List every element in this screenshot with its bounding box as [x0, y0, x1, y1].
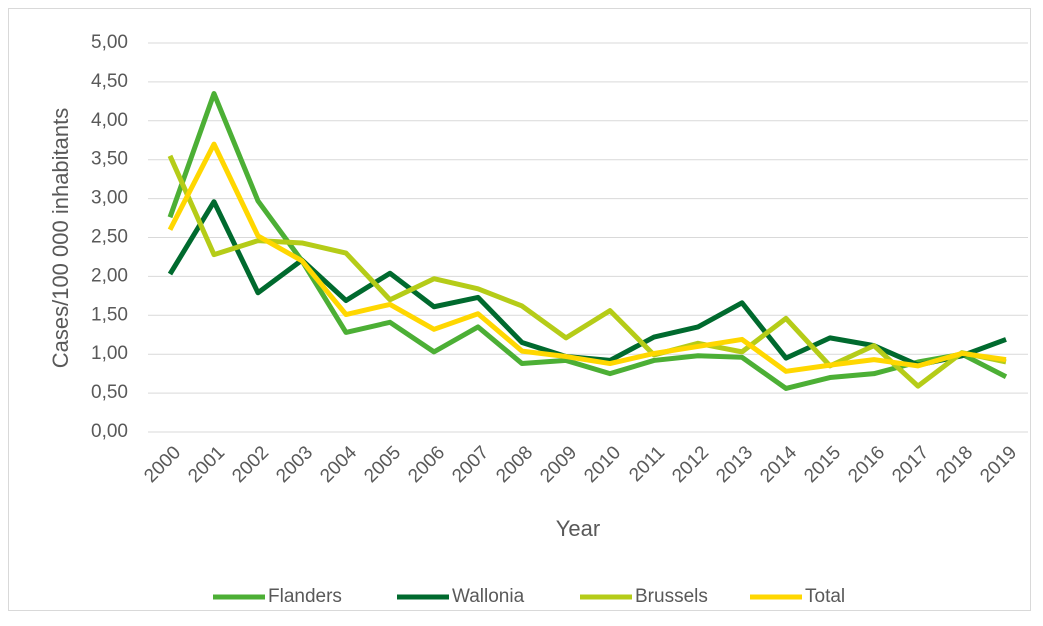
series-line: [167, 141, 1007, 374]
y-tick-label: 2,50: [91, 227, 128, 248]
y-tick-label: 0,00: [91, 421, 128, 442]
y-tick-label: 0,50: [91, 382, 128, 403]
y-tick-label: 2,00: [91, 265, 128, 286]
y-tick-label: 3,50: [91, 149, 128, 170]
legend-label: Wallonia: [452, 586, 525, 607]
legend-label: Brussels: [635, 586, 708, 607]
y-tick-label: 4,50: [91, 71, 128, 92]
y-axis-label: Cases/100 000 inhabitants: [48, 108, 73, 369]
y-tick-label: 4,00: [91, 110, 128, 131]
y-tick-label: 3,00: [91, 188, 128, 209]
legend-label: Total: [805, 586, 845, 607]
y-tick-label: 1,50: [91, 304, 128, 325]
y-tick-label: 1,00: [91, 343, 128, 364]
y-tick-label: 5,00: [91, 32, 128, 53]
chart-border: [8, 8, 1031, 611]
series-line: [167, 154, 1007, 389]
legend-label: Flanders: [268, 586, 342, 607]
x-axis-label: Year: [556, 516, 600, 541]
